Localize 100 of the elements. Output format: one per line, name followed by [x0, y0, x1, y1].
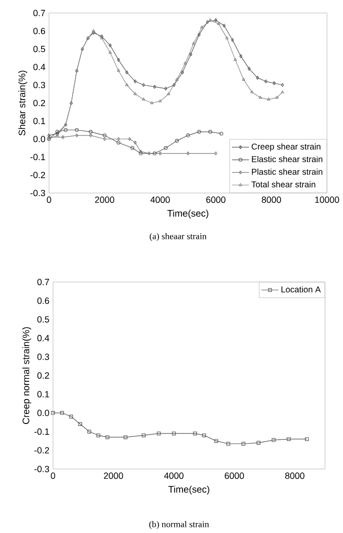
y-tick-label: 0.7: [33, 10, 46, 16]
point: [61, 135, 64, 140]
point: [174, 138, 179, 143]
point: [60, 411, 64, 415]
point: [214, 439, 218, 443]
point: [202, 433, 206, 438]
point: [206, 20, 209, 24]
x-tick-label: 6000: [224, 472, 244, 479]
point: [64, 128, 68, 132]
y-tick-label: 0.7: [37, 278, 50, 286]
point: [117, 58, 120, 62]
point: [272, 438, 276, 442]
text: (a) sheaar strain: [150, 232, 206, 242]
point: [180, 70, 184, 74]
y-tick-label: 0.6: [37, 298, 50, 304]
legend-label: Plastic shear strain: [252, 168, 322, 175]
point: [153, 84, 156, 89]
point: [172, 83, 176, 87]
y-tick-label: 0.1: [33, 118, 46, 124]
point: [256, 76, 259, 80]
point: [108, 44, 112, 48]
y-tick-label: 0.5: [37, 316, 50, 323]
point: [75, 134, 78, 138]
y-axis-title: Creep normal strain(%): [22, 327, 32, 424]
point: [226, 442, 230, 446]
y-tick-label: -0.3: [30, 190, 46, 196]
point: [208, 18, 212, 22]
point: [186, 152, 190, 156]
point: [250, 90, 254, 94]
point: [222, 24, 226, 28]
point: [234, 58, 237, 61]
point: [128, 137, 132, 141]
y-tick-label: 0.5: [33, 46, 46, 52]
point: [275, 96, 279, 99]
point: [158, 99, 162, 102]
legend-label: Location A: [281, 286, 321, 292]
point: [256, 440, 260, 445]
x-tick-label: 8000: [262, 196, 282, 203]
point: [164, 86, 168, 90]
point: [134, 80, 137, 84]
point: [286, 437, 291, 441]
point: [92, 29, 96, 32]
y-tick-label: 0.3: [33, 82, 46, 88]
point: [134, 92, 137, 96]
legend-label: Total shear strain: [251, 181, 316, 188]
point: [108, 50, 112, 54]
point: [103, 137, 106, 141]
y-tick-label: -0.1: [30, 154, 46, 160]
point: [142, 83, 146, 87]
point: [96, 433, 100, 438]
legend-label: Creep shear strain: [252, 143, 320, 152]
x-axis-title: Time(sec): [167, 210, 208, 219]
x-tick-label: 2000: [95, 196, 114, 203]
y-tick-label: -0.1: [34, 428, 50, 435]
point: [88, 130, 93, 134]
point: [200, 26, 204, 28]
y-tick-label: -0.2: [34, 447, 50, 454]
point: [225, 36, 229, 40]
point: [142, 433, 146, 438]
point: [172, 432, 176, 436]
point: [214, 18, 218, 22]
point: [125, 83, 129, 86]
y-tick-label: 0.2: [37, 372, 50, 379]
point: [124, 435, 128, 440]
point: [142, 98, 146, 100]
point: [272, 81, 276, 86]
point: [116, 140, 120, 144]
point: [216, 22, 220, 25]
point: [198, 32, 201, 36]
point: [158, 152, 162, 156]
point: [166, 92, 170, 96]
point: [208, 130, 212, 134]
y-axis-title: Shear strain(%): [18, 70, 28, 136]
point: [230, 38, 234, 42]
y-tick-label: 0.0: [37, 410, 50, 416]
point: [156, 432, 161, 436]
point: [106, 435, 110, 440]
point: [242, 442, 246, 446]
x-tick-label: 6000: [206, 196, 226, 203]
y-tick-label: 0.6: [33, 28, 46, 34]
point: [102, 134, 106, 138]
point: [74, 128, 79, 132]
point: [164, 146, 168, 150]
legend-label: Elastic shear strain: [252, 156, 322, 162]
text: (b) normal strain: [149, 520, 209, 530]
point: [264, 80, 268, 84]
x-tick-label: 2000: [104, 472, 124, 479]
y-tick-label: -0.2: [30, 172, 46, 178]
point: [78, 422, 82, 426]
x-tick-label: 8000: [285, 472, 304, 479]
point: [117, 137, 120, 141]
y-tick-label: -0.3: [34, 466, 50, 472]
x-tick-label: 4000: [150, 196, 170, 203]
y-tick-label: 0.4: [33, 64, 46, 70]
y-tick-label: 0.2: [33, 100, 46, 106]
point: [125, 70, 128, 74]
point: [89, 134, 92, 138]
x-tick-label: 0: [50, 472, 56, 479]
point: [87, 430, 92, 434]
point: [116, 68, 120, 72]
